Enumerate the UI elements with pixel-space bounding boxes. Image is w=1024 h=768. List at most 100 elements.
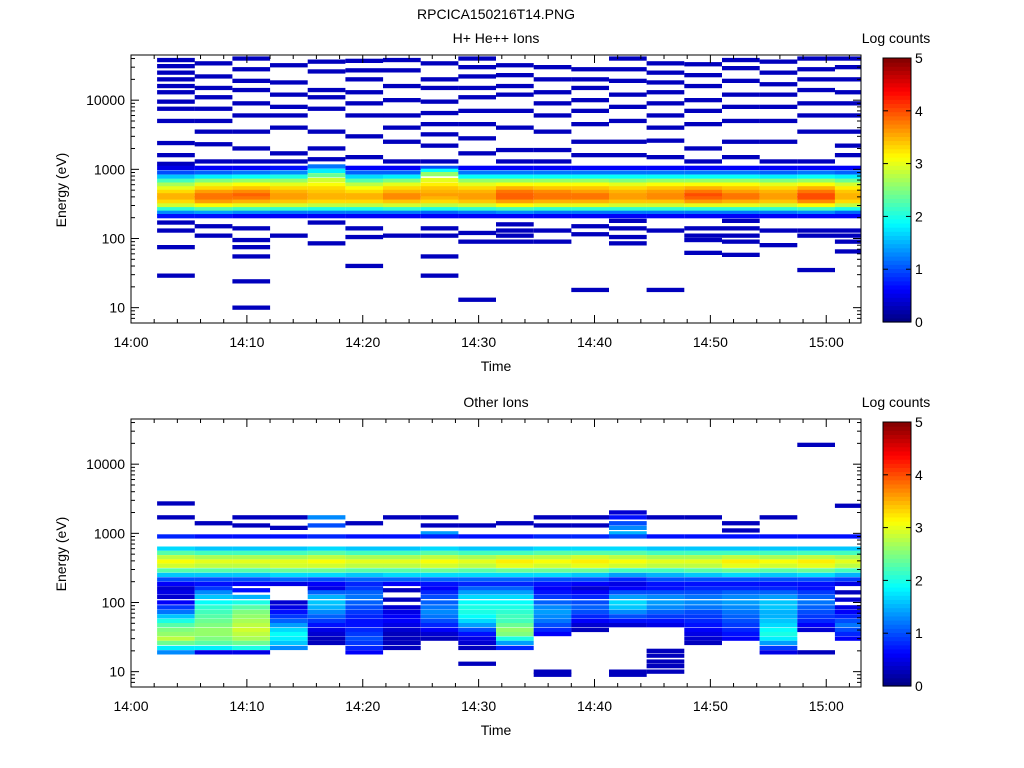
heatmap-cell	[232, 618, 271, 624]
colorbar-swatch	[883, 107, 911, 113]
colorbar-swatch	[883, 276, 911, 282]
heatmap-cell	[533, 605, 572, 610]
heatmap-cell	[571, 515, 609, 520]
heatmap-cell	[458, 239, 496, 244]
heatmap-cell	[759, 214, 798, 219]
heatmap-cell	[420, 226, 459, 231]
heatmap-cell	[194, 165, 233, 170]
heatmap-cell	[496, 196, 534, 201]
x-tick-label: 15:00	[809, 698, 844, 714]
heatmap-cell	[458, 210, 496, 215]
heatmap-cell	[157, 640, 195, 646]
heatmap-cell	[533, 101, 572, 106]
colorbar-swatch	[883, 218, 911, 224]
heatmap-cell	[232, 645, 271, 651]
heatmap-cell	[722, 182, 760, 187]
x-tick-label: 14:30	[461, 334, 496, 350]
heatmap-cell	[684, 174, 722, 179]
heatmap-cell	[496, 600, 534, 605]
heatmap-cell	[571, 207, 609, 212]
heatmap-cell	[420, 531, 459, 536]
heatmap-cell	[759, 636, 798, 641]
heatmap-cell	[797, 605, 835, 610]
heatmap-cell	[609, 555, 647, 560]
heatmap-cell	[684, 559, 722, 564]
heatmap-cell	[157, 627, 195, 633]
y-tick-label: 1000	[94, 161, 125, 177]
heatmap-cell	[797, 77, 835, 82]
x-tick-label: 14:50	[693, 698, 728, 714]
colorbar-swatch	[883, 284, 911, 290]
colorbar-swatch	[883, 595, 911, 600]
heatmap-cell	[232, 186, 271, 191]
heatmap-cell	[834, 605, 861, 610]
heatmap-cell	[722, 581, 760, 587]
heatmap-cell	[232, 534, 271, 539]
heatmap-cell	[797, 568, 835, 573]
x-tick-label: 14:20	[345, 698, 380, 714]
heatmap-cell	[458, 122, 496, 127]
heatmap-cell	[496, 577, 534, 582]
heatmap-cell	[345, 650, 384, 655]
heatmap-cell	[496, 609, 534, 615]
heatmap-cell	[722, 78, 760, 83]
heatmap-cell	[194, 645, 233, 651]
heatmap-cell	[759, 159, 798, 164]
heatmap-cell	[533, 609, 572, 615]
heatmap-cell	[571, 555, 609, 560]
heatmap-cell	[834, 249, 861, 254]
heatmap-cell	[307, 614, 346, 619]
colorbar-swatch	[883, 194, 911, 199]
heatmap-cell	[797, 129, 835, 134]
colorbar-swatch	[883, 136, 911, 142]
heatmap-cell	[157, 178, 195, 183]
heatmap-cell	[458, 136, 496, 141]
heatmap-cell	[834, 193, 861, 198]
heatmap-cell	[646, 80, 685, 85]
heatmap-cell	[797, 214, 835, 219]
heatmap-cell	[157, 501, 195, 506]
colorbar-swatch	[883, 624, 911, 629]
heatmap-cell	[345, 600, 384, 605]
heatmap-cell	[609, 241, 647, 246]
heatmap-cell	[345, 182, 384, 187]
colorbar-swatch	[883, 681, 911, 687]
heatmap-cell	[420, 207, 459, 212]
heatmap-cell	[759, 590, 798, 595]
heatmap-cell	[533, 572, 572, 578]
heatmap-cell	[420, 168, 459, 173]
heatmap-cell	[684, 165, 722, 170]
heatmap-cell	[458, 165, 496, 170]
heatmap-cell	[383, 645, 421, 651]
heatmap-cell	[609, 226, 647, 231]
colorbar-swatch	[883, 181, 911, 187]
heatmap-cell	[270, 174, 308, 179]
heatmap-cell	[797, 555, 835, 560]
heatmap-cell	[157, 57, 195, 63]
heatmap-cell	[759, 170, 798, 175]
heatmap-cell	[232, 581, 271, 587]
heatmap-cell	[759, 577, 798, 582]
heatmap-cell	[194, 210, 233, 215]
heatmap-cell	[194, 600, 233, 605]
heatmap-cell	[759, 546, 798, 551]
heatmap-cell	[232, 207, 271, 212]
heatmap-cell	[722, 214, 760, 219]
heatmap-cell	[157, 550, 195, 556]
heatmap-cell	[270, 627, 308, 633]
colorbar-swatch	[883, 607, 911, 613]
heatmap-cell	[496, 207, 534, 212]
heatmap-cell	[722, 210, 760, 215]
heatmap-cell	[646, 199, 685, 204]
heatmap-cell	[270, 165, 308, 170]
heatmap-cell	[797, 600, 835, 605]
colorbar-tick-label: 3	[915, 520, 923, 536]
colorbar-swatch	[883, 558, 911, 563]
heatmap-cell	[270, 63, 308, 68]
heatmap-cell	[759, 605, 798, 610]
heatmap-cell	[834, 577, 861, 582]
heatmap-cell	[383, 618, 421, 624]
heatmap-cell	[307, 623, 346, 628]
heatmap-cell	[646, 653, 685, 658]
colorbar-swatch	[883, 111, 911, 117]
